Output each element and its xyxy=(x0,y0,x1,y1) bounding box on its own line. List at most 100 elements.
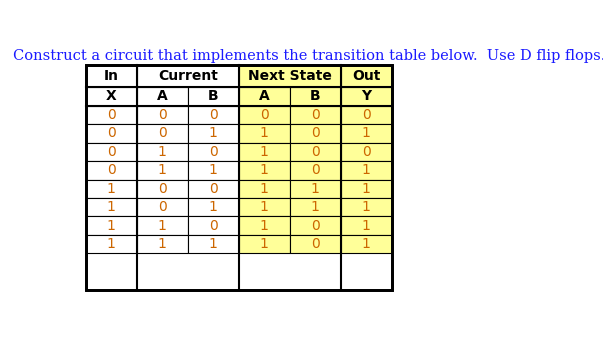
Bar xyxy=(239,106,289,124)
Bar xyxy=(188,180,239,198)
Bar xyxy=(239,216,289,235)
Text: 1: 1 xyxy=(260,145,269,159)
Bar xyxy=(239,235,289,253)
Text: 1: 1 xyxy=(362,182,371,196)
Bar xyxy=(137,87,188,106)
Text: 1: 1 xyxy=(107,237,116,251)
Text: 0: 0 xyxy=(107,163,116,177)
Bar xyxy=(86,216,137,235)
Text: 1: 1 xyxy=(158,237,166,251)
Bar xyxy=(239,65,341,87)
Bar xyxy=(86,87,137,106)
Bar xyxy=(341,180,392,198)
Bar xyxy=(188,87,239,106)
Bar xyxy=(137,180,188,198)
Bar xyxy=(289,143,341,161)
Text: 1: 1 xyxy=(260,182,269,196)
Text: 0: 0 xyxy=(260,108,268,122)
Text: 0: 0 xyxy=(311,237,320,251)
Text: 1: 1 xyxy=(158,219,166,233)
Bar xyxy=(341,235,392,253)
Text: A: A xyxy=(259,89,270,103)
Bar xyxy=(86,235,137,253)
Text: Y: Y xyxy=(361,89,371,103)
Text: 0: 0 xyxy=(311,219,320,233)
Text: 0: 0 xyxy=(311,145,320,159)
Bar xyxy=(86,143,137,161)
Text: 0: 0 xyxy=(107,145,116,159)
Bar xyxy=(239,143,289,161)
Text: 0: 0 xyxy=(107,126,116,140)
Bar xyxy=(341,198,392,216)
Bar xyxy=(137,143,188,161)
Bar xyxy=(239,124,289,143)
Bar xyxy=(86,161,137,180)
Text: 0: 0 xyxy=(158,200,166,214)
Text: 1: 1 xyxy=(158,145,166,159)
Text: 1: 1 xyxy=(311,182,320,196)
Bar xyxy=(341,161,392,180)
Text: 1: 1 xyxy=(260,163,269,177)
Bar xyxy=(341,65,392,87)
Text: B: B xyxy=(208,89,218,103)
Bar xyxy=(239,198,289,216)
Text: 1: 1 xyxy=(209,163,218,177)
Text: 1: 1 xyxy=(209,237,218,251)
Bar xyxy=(86,65,392,290)
Text: 0: 0 xyxy=(311,126,320,140)
Bar xyxy=(341,143,392,161)
Text: X: X xyxy=(106,89,116,103)
Text: 1: 1 xyxy=(107,219,116,233)
Bar xyxy=(188,124,239,143)
Bar xyxy=(289,124,341,143)
Text: A: A xyxy=(157,89,168,103)
Text: 0: 0 xyxy=(158,108,166,122)
Bar xyxy=(289,235,341,253)
Text: In: In xyxy=(104,69,119,83)
Text: 1: 1 xyxy=(260,200,269,214)
Bar xyxy=(137,65,239,87)
Bar xyxy=(188,106,239,124)
Bar xyxy=(86,198,137,216)
Text: 1: 1 xyxy=(362,163,371,177)
Text: Construct a circuit that implements the transition table below.  Use D flip flop: Construct a circuit that implements the … xyxy=(13,49,603,63)
Bar xyxy=(289,161,341,180)
Bar xyxy=(239,87,289,106)
Text: 1: 1 xyxy=(362,219,371,233)
Bar xyxy=(188,216,239,235)
Text: Current: Current xyxy=(158,69,218,83)
Text: 0: 0 xyxy=(209,182,218,196)
Text: 1: 1 xyxy=(209,126,218,140)
Bar xyxy=(341,87,392,106)
Text: Out: Out xyxy=(352,69,380,83)
Bar xyxy=(137,124,188,143)
Bar xyxy=(289,106,341,124)
Text: 1: 1 xyxy=(209,200,218,214)
Bar xyxy=(341,124,392,143)
Text: B: B xyxy=(310,89,321,103)
Bar xyxy=(239,161,289,180)
Bar xyxy=(341,216,392,235)
Bar xyxy=(341,106,392,124)
Text: 0: 0 xyxy=(158,126,166,140)
Bar xyxy=(137,216,188,235)
Bar xyxy=(86,106,137,124)
Text: 1: 1 xyxy=(107,200,116,214)
Text: 0: 0 xyxy=(311,163,320,177)
Text: 1: 1 xyxy=(158,163,166,177)
Text: 0: 0 xyxy=(209,145,218,159)
Text: 1: 1 xyxy=(362,200,371,214)
Bar xyxy=(188,235,239,253)
Text: 0: 0 xyxy=(311,108,320,122)
Text: 0: 0 xyxy=(158,182,166,196)
Bar xyxy=(137,161,188,180)
Text: 1: 1 xyxy=(107,182,116,196)
Bar xyxy=(239,180,289,198)
Text: 1: 1 xyxy=(260,219,269,233)
Bar xyxy=(86,124,137,143)
Bar xyxy=(137,235,188,253)
Bar xyxy=(137,198,188,216)
Bar xyxy=(137,106,188,124)
Bar xyxy=(289,180,341,198)
Text: 0: 0 xyxy=(209,219,218,233)
